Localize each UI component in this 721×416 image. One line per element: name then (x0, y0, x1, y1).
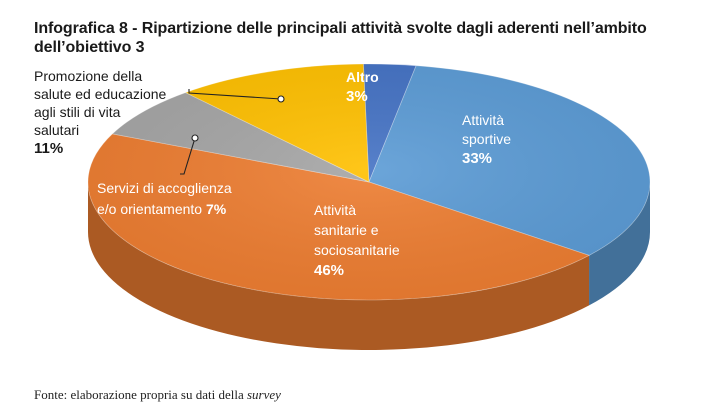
label-accoglienza: Servizi di accoglienza e/o orientamento 7… (97, 180, 232, 217)
label-sanitarie-line: Attività (314, 202, 356, 218)
label-sportive-line: sportive (462, 131, 511, 147)
label-sportive: Attività sportive 33% (462, 112, 511, 167)
label-promozione-line: Promozione della (34, 68, 142, 84)
label-sanitarie-line: sociosanitarie (314, 242, 400, 258)
label-promozione: Promozione della salute ed educazione agli… (34, 68, 167, 157)
label-promozione-line: salutari (34, 122, 79, 138)
label-sportive-line: Attività (462, 112, 504, 128)
label-sanitarie-pct: 46% (314, 262, 344, 279)
slice-labels: Attività sportive 33% Attività sanitarie e so… (34, 68, 511, 279)
label-promozione-line: salute ed educazione (34, 86, 167, 102)
label-altro-pct: 3% (346, 88, 368, 105)
source-prefix: Fonte: elaborazione propria su dati dell… (34, 387, 247, 402)
label-accoglienza-line: e/o orientamento (97, 201, 206, 217)
slice-side-sanitarie (88, 182, 590, 350)
leader-promozione-dot (277, 95, 285, 103)
label-sportive-pct: 33% (462, 150, 492, 167)
leader-accoglienza-dot (191, 134, 199, 142)
label-accoglienza-pct: 7% (206, 201, 227, 217)
label-altro-line: Altro (346, 69, 379, 85)
source-note: Fonte: elaborazione propria su dati dell… (34, 387, 281, 403)
leader-lines (180, 89, 285, 175)
chart-title: Infografica 8 - Ripartizione delle princ… (34, 20, 647, 56)
leader-promozione (188, 89, 282, 100)
source-emphasis: survey (246, 387, 281, 402)
label-sanitarie-line: sanitarie e (314, 222, 379, 238)
label-promozione-line: agli stili di vita (34, 104, 121, 120)
label-accoglienza-line: Servizi di accoglienza (97, 180, 232, 196)
leader-accoglienza (180, 137, 196, 175)
label-sanitarie: Attività sanitarie e sociosanitarie 46% (314, 202, 400, 279)
label-altro: Altro 3% (346, 69, 379, 105)
label-promozione-pct: 11% (34, 140, 63, 157)
